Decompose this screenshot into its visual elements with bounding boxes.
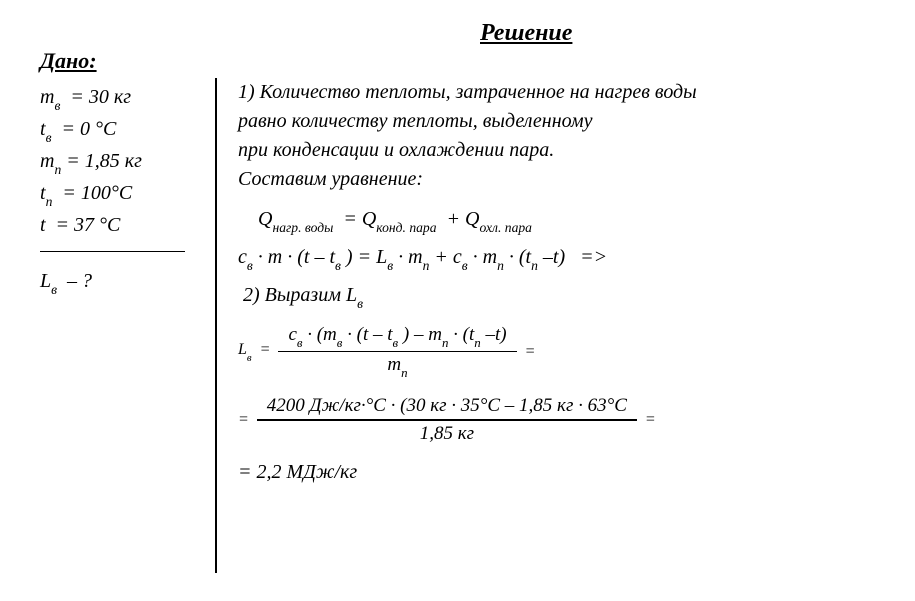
para-2: равно количеству теплоты, выделенному xyxy=(238,107,878,136)
step-2-label: 2) Выразим Lв xyxy=(238,284,878,310)
numeric-denominator: 1,85 кг xyxy=(410,421,484,447)
para-1: 1) Количество теплоты, затраченное на на… xyxy=(238,78,878,107)
vertical-separator xyxy=(215,78,217,573)
result-line: = 2,2 МДж/кг xyxy=(238,461,878,484)
given-line-5: t = 37 °С xyxy=(40,210,205,241)
equation-q: Qнагр. воды = Qконд. пара + Qохл. пара xyxy=(258,208,878,234)
given-section: Дано: mв = 30 кг tв = 0 °С mп = 1,85 кг … xyxy=(40,48,205,298)
numeric-fraction: = 4200 Дж/кг·°С · (30 кг · 35°С – 1,85 к… xyxy=(238,393,656,447)
given-line-2: tв = 0 °С xyxy=(40,114,205,146)
given-line-1: mв = 30 кг xyxy=(40,82,205,114)
given-label: Дано: xyxy=(40,48,205,74)
para-3: при конденсации и охлаждении пара. xyxy=(238,136,878,165)
numeric-numerator: 4200 Дж/кг·°С · (30 кг · 35°С – 1,85 кг … xyxy=(257,393,637,419)
solution-body: 1) Количество теплоты, затраченное на на… xyxy=(238,78,878,484)
formula-fraction: Lв = cв · (mв · (t – tв ) – mп · (tп –t)… xyxy=(238,322,535,381)
find-line: Lв – ? xyxy=(40,266,205,298)
given-line-4: tп = 100°С xyxy=(40,178,205,210)
para-4: Составим уравнение: xyxy=(238,165,878,194)
given-line-3: mп = 1,85 кг xyxy=(40,146,205,178)
equation-balance: cв · m · (t – tв ) = Lв · mп + cв · mп ·… xyxy=(238,246,878,272)
given-divider xyxy=(40,251,185,252)
solution-title: Решение xyxy=(480,20,572,47)
